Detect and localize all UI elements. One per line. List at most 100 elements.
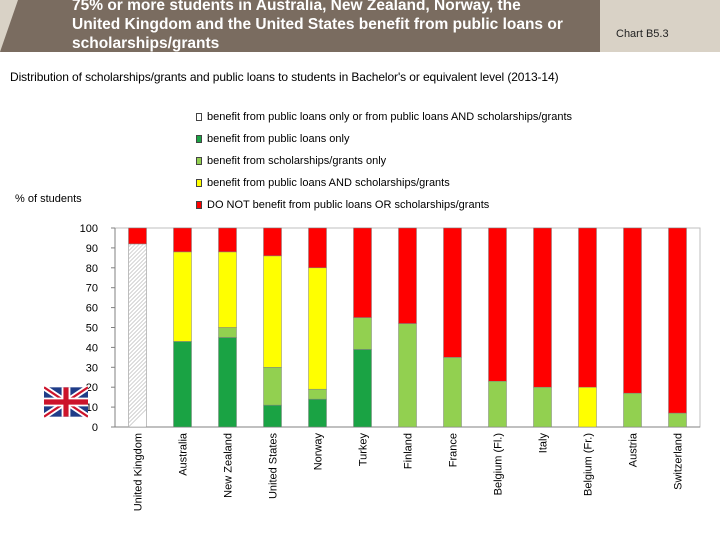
- bar-segment-no-benefit: [533, 227, 552, 388]
- legend-swatch-loans-and-grants: [196, 179, 202, 187]
- x-category-label: Austria: [628, 432, 640, 467]
- bar-segment-loans-only: [308, 398, 327, 428]
- x-category-label: Italy: [538, 433, 550, 454]
- bar-segment-loans-and-grants: [218, 251, 237, 328]
- bar-hatch-line: [128, 316, 147, 336]
- bar-segment-no-benefit: [308, 227, 327, 269]
- bar-segment-loans-and-grants: [308, 267, 327, 390]
- legend-label-loans-only: benefit from public loans only: [207, 133, 350, 145]
- bar-hatch-line: [128, 280, 147, 300]
- bar-hatch-line: [128, 243, 140, 256]
- bar-segment-grants-only: [533, 386, 552, 428]
- bar-hatch-line: [128, 408, 147, 428]
- y-tick-label: 20: [86, 382, 98, 394]
- bar-segment-grants-only: [353, 317, 372, 350]
- x-category-label: Belgium (Fl.): [493, 433, 505, 495]
- x-category-label: Switzerland: [673, 433, 685, 490]
- bar-hatch-line: [128, 340, 147, 360]
- bar-segment-no-benefit: [173, 227, 192, 253]
- bar-hatch-line: [128, 276, 147, 296]
- bar-segment-loans-and-grants: [173, 251, 192, 342]
- bar-hatch-line: [128, 292, 147, 312]
- legend-swatch-loans-only: [196, 135, 202, 143]
- uk-flag-icon: [44, 386, 88, 418]
- bar-segment-grants-only: [263, 367, 282, 406]
- legend-label-loans-and-grants: benefit from public loans AND scholarshi…: [207, 177, 450, 189]
- bar-hatch-line: [128, 356, 147, 376]
- bar-segment-grants-only: [443, 357, 462, 428]
- bar-hatch-line: [128, 248, 147, 268]
- bar-segment-grants-only: [218, 327, 237, 338]
- bar-hatch-line: [128, 308, 147, 328]
- bar-hatch-line: [128, 244, 147, 264]
- bar-segment-no-benefit: [353, 227, 372, 318]
- bar-hatch-line: [128, 348, 147, 368]
- bar-segment-no-benefit: [218, 227, 237, 253]
- bar-hatch-line: [128, 312, 147, 332]
- bar-segment-grants-only: [308, 388, 327, 400]
- y-tick-label: 100: [80, 223, 98, 235]
- bar-hatch-line: [128, 304, 147, 324]
- bar-hatch-line: [128, 243, 144, 260]
- bar-segment-loans-only: [218, 337, 237, 428]
- bar-hatch-line: [128, 392, 147, 412]
- legend-label-grants-only: benefit from scholarships/grants only: [207, 155, 387, 167]
- y-axis-label: % of students: [15, 193, 82, 205]
- bar-segment-loans-and-grants: [578, 386, 597, 428]
- x-category-label: Turkey: [358, 433, 370, 467]
- x-category-label: United States: [268, 433, 280, 500]
- bar-hatch-line: [128, 376, 147, 396]
- legend-swatch-no-benefit: [196, 201, 202, 209]
- bar-hatch-line: [128, 320, 147, 340]
- bar-hatch-line: [128, 352, 147, 372]
- bar-segment-loans-only: [173, 341, 192, 428]
- y-tick-label: 50: [86, 323, 98, 335]
- legend-swatch-grants-only: [196, 157, 202, 165]
- bar-hatch-line: [128, 300, 147, 320]
- bar-hatch-line: [128, 296, 147, 316]
- bar-segment-grants-only: [623, 392, 642, 428]
- bar-hatch-line: [128, 372, 147, 392]
- y-tick-label: 80: [86, 263, 98, 275]
- bar-hatch-line: [128, 360, 147, 380]
- y-tick-label: 90: [86, 243, 98, 255]
- y-tick-label: 30: [86, 362, 98, 374]
- y-tick-label: 70: [86, 283, 98, 295]
- bar-segment-no-benefit: [443, 227, 462, 358]
- x-category-label: Australia: [178, 432, 190, 476]
- bar-hatch-line: [128, 256, 147, 276]
- bar-hatch-line: [128, 404, 147, 424]
- bar-hatch-line: [128, 364, 147, 384]
- legend-swatch-loans-or-both: [196, 113, 202, 121]
- y-tick-label: 10: [86, 402, 98, 414]
- bar-hatch-line: [128, 272, 147, 292]
- bar-segment-loans-and-grants: [263, 255, 282, 368]
- bar-hatch-line: [128, 396, 147, 416]
- bar-hatch-line: [128, 243, 136, 252]
- x-category-label: Norway: [313, 433, 325, 471]
- bar-segment-loans-only: [353, 349, 372, 428]
- bar-segment-grants-only: [488, 380, 507, 428]
- x-category-label: France: [448, 433, 460, 467]
- bar-hatch-line: [128, 288, 147, 308]
- bar-segment-no-benefit: [263, 227, 282, 257]
- bar-segment-loans-only: [263, 404, 282, 428]
- bar-segment-no-benefit: [128, 227, 147, 245]
- x-category-label: Belgium (Fr.): [583, 433, 595, 496]
- y-tick-label: 40: [86, 342, 98, 354]
- bar-hatch-line: [128, 368, 147, 388]
- chart-title: Distribution of scholarships/grants and …: [10, 70, 559, 84]
- bar-segment-no-benefit: [398, 227, 417, 324]
- legend-label-loans-or-both: benefit from public loans only or from p…: [207, 111, 573, 123]
- bar-hatch-line: [128, 328, 147, 348]
- x-category-label: New Zealand: [223, 433, 235, 498]
- y-tick-label: 60: [86, 303, 98, 315]
- bar-hatch-line: [128, 324, 147, 344]
- bar-hatch-line: [128, 380, 147, 400]
- bar-segment-no-benefit: [668, 227, 687, 414]
- page-title: 75% or more students in Australia, New Z…: [72, 0, 563, 52]
- bar-hatch-line: [128, 264, 147, 284]
- bar-hatch-line: [128, 243, 132, 248]
- bar-hatch-line: [128, 336, 147, 356]
